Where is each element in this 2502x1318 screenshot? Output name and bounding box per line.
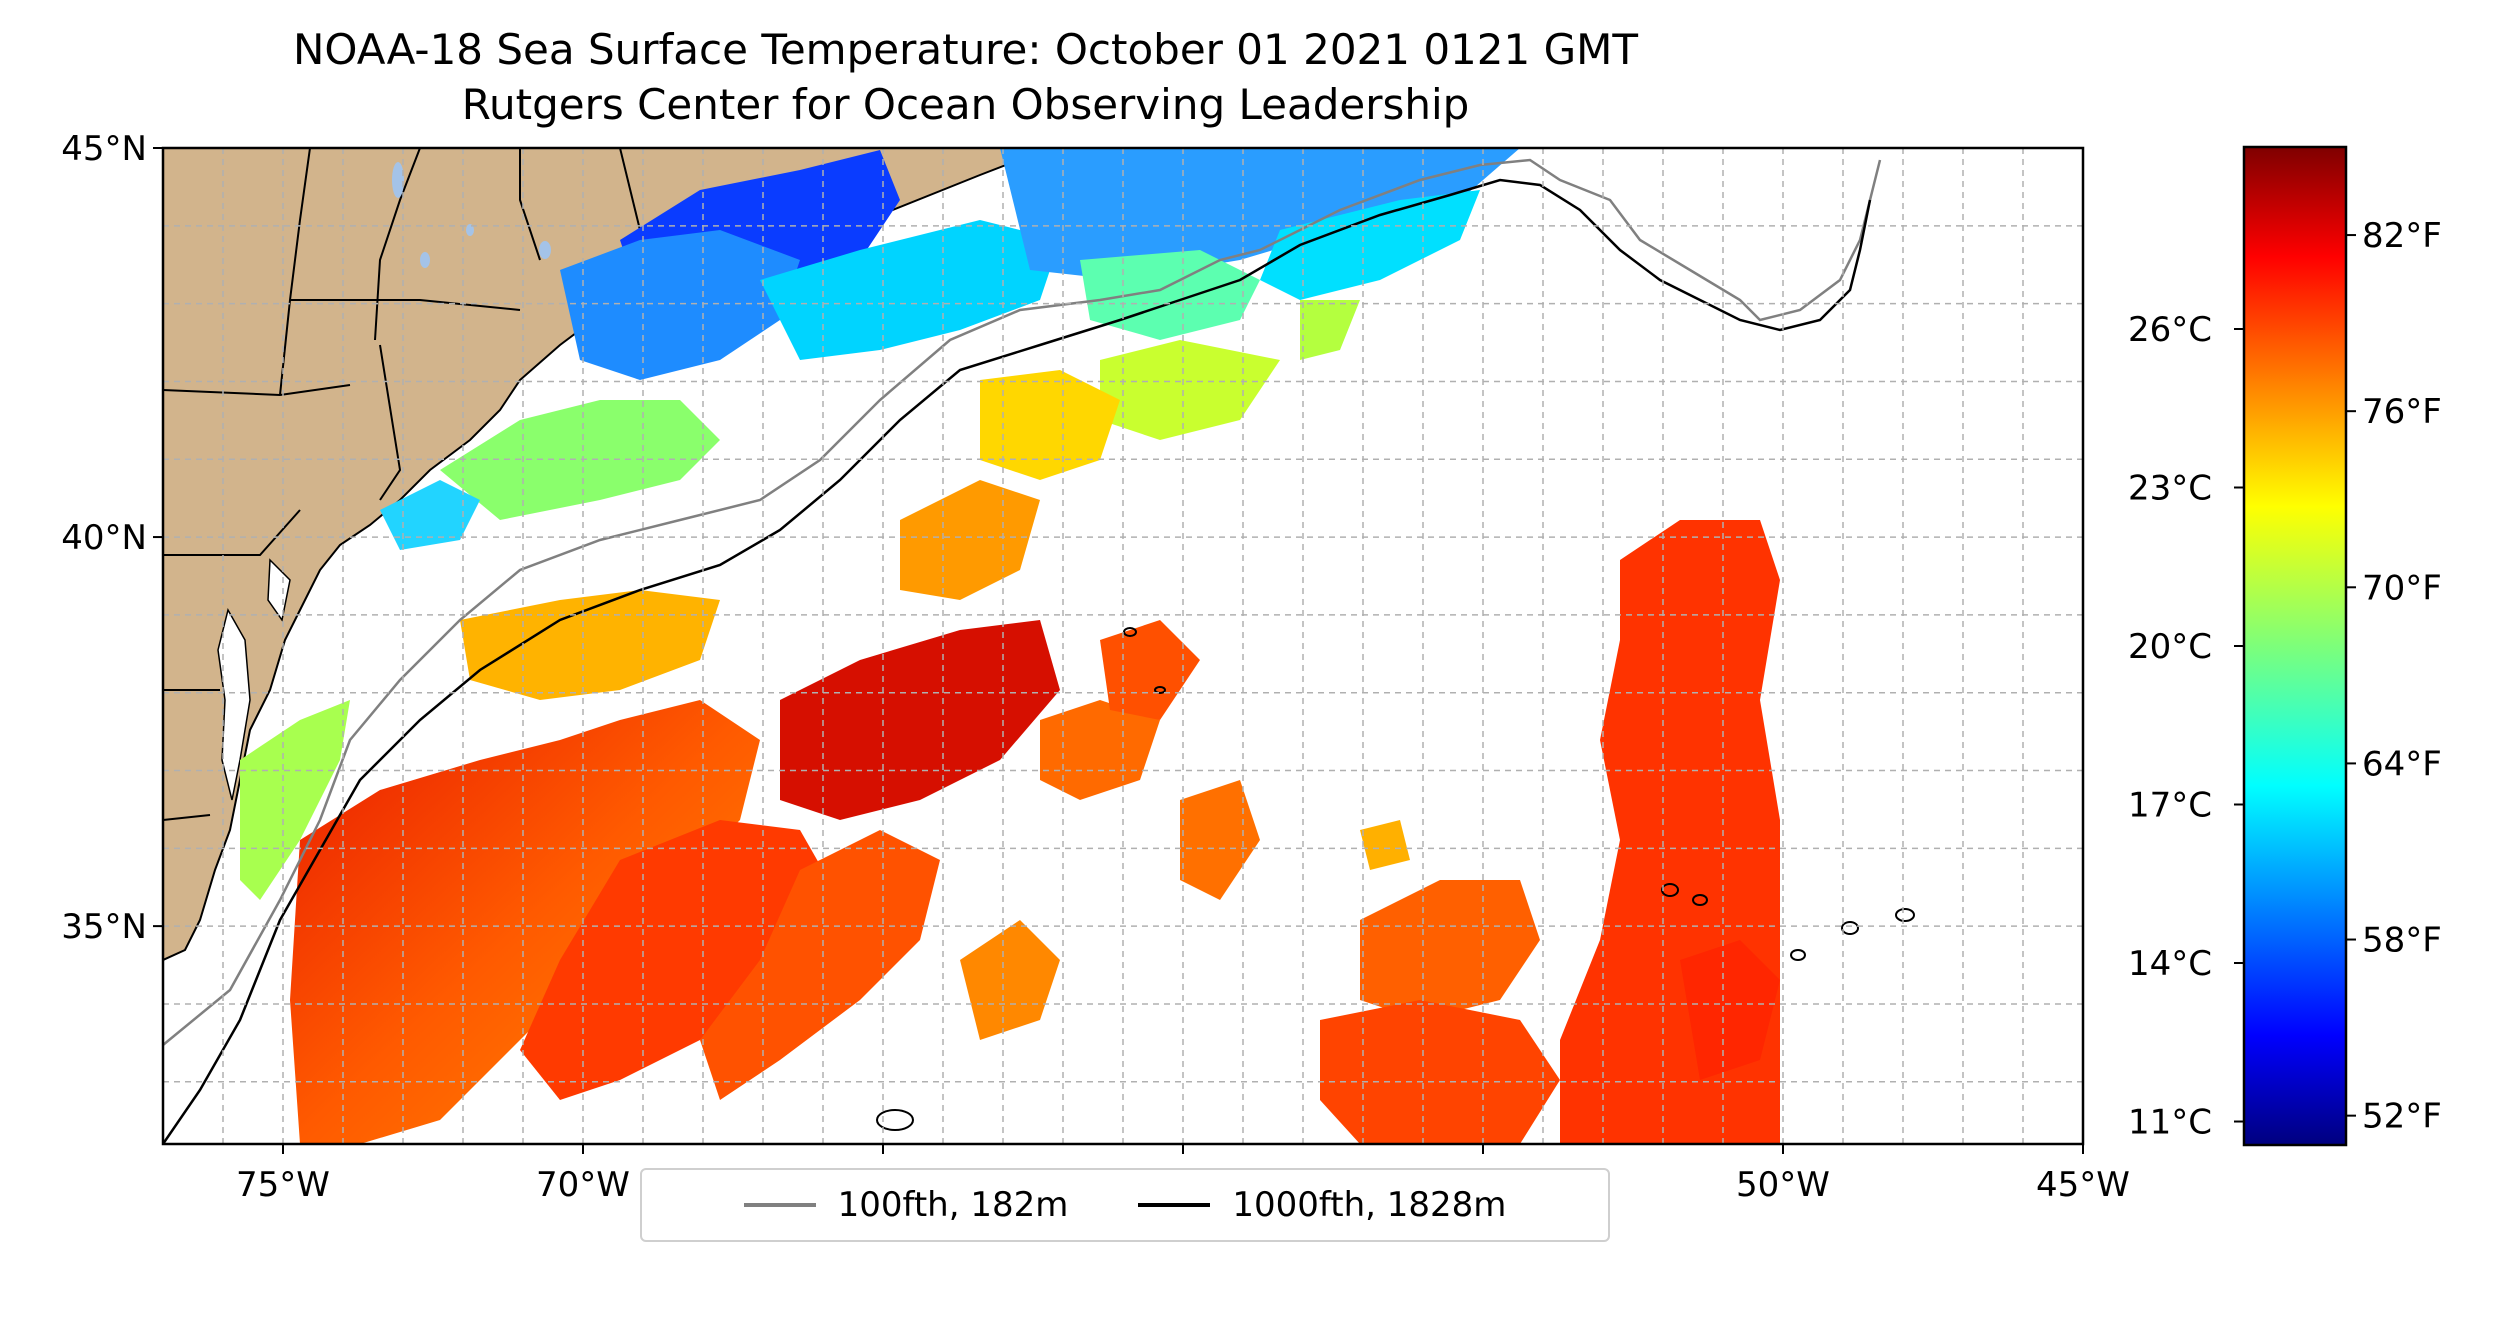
lon-tick-label: 45°W [2036,1165,2130,1205]
lon-tick-label: 75°W [236,1165,330,1205]
legend-item-1000fth: 1000fth, 1828m [1138,1185,1506,1225]
legend: 100fth, 182m 1000fth, 1828m [640,1168,1610,1242]
fahrenheit-tick-label: 82°F [2362,216,2442,256]
fahrenheit-tick-label: 70°F [2362,568,2442,608]
sst-warm-gulf-stream [240,480,1780,1144]
chart-subtitle: Rutgers Center for Ocean Observing Leade… [461,80,1470,129]
celsius-tick-label: 20°C [2128,627,2212,667]
celsius-tick-label: 14°C [2128,944,2212,984]
legend-item-100fth: 100fth, 182m [743,1185,1069,1225]
legend-swatch-100fth [743,1203,816,1207]
legend-swatch-1000fth [1138,1203,1211,1207]
isobath-1000fth [163,178,1872,1144]
seamounts [876,627,1915,1131]
colorbar [2242,145,2348,1147]
lat-tick-label: 45°N [61,129,147,169]
chart-title: NOAA-18 Sea Surface Temperature: October… [292,25,1639,74]
celsius-tick-label: 23°C [2128,468,2212,508]
map-content [163,148,2083,1144]
legend-label-1000fth: 1000fth, 1828m [1232,1185,1507,1225]
state-borders [163,148,641,821]
gridlines [163,148,2083,1144]
legend-label-100fth: 100fth, 182m [837,1185,1069,1225]
lon-tick-label: 70°W [536,1165,630,1205]
delaware-bay [267,558,291,622]
isobath-100fth [163,158,1882,1046]
lon-tick-label: 50°W [1736,1165,1830,1205]
fahrenheit-tick-label: 52°F [2362,1097,2442,1137]
lakes [392,162,551,268]
fahrenheit-tick-label: 64°F [2362,744,2442,784]
map-frame [161,146,2085,1146]
celsius-tick-label: 17°C [2128,786,2212,826]
fahrenheit-tick-label: 58°F [2362,921,2442,961]
fahrenheit-tick-label: 76°F [2362,392,2442,432]
celsius-tick-label: 26°C [2128,310,2212,350]
chesapeake-bay [217,607,251,801]
lat-tick-label: 40°N [61,518,147,558]
celsius-tick-label: 11°C [2128,1103,2212,1143]
colorbar-tick-labels: 82°F 76°F 70°F 64°F 58°F 52°F 26°C 23°C 20°C 17°C… [2128,216,2442,1142]
lat-tick-label: 35°N [61,907,147,947]
sst-cold-shelf-water [380,148,1520,550]
